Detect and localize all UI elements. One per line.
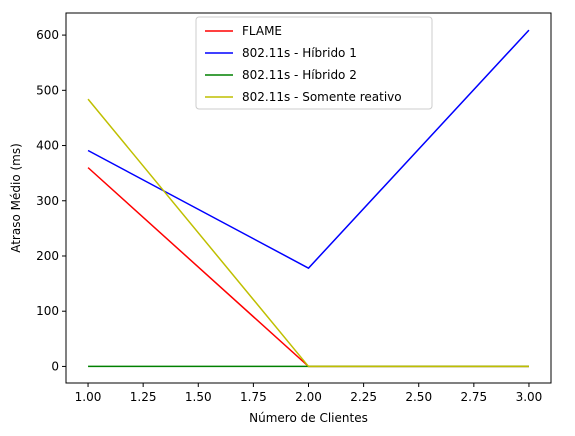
y-tick-label: 200 <box>36 249 59 263</box>
x-tick-label: 1.00 <box>75 390 102 404</box>
legend-entry: FLAME <box>242 24 282 38</box>
x-tick-label: 1.50 <box>185 390 212 404</box>
series-line-2 <box>87 29 530 270</box>
legend: FLAME 802.11s - Híbrido 1 802.11s - Híbrid… <box>195 16 433 110</box>
legend-entry: 802.11s - Híbrido 1 <box>242 46 357 60</box>
x-tick-label: 2.50 <box>405 390 432 404</box>
series-line-4 <box>87 98 529 368</box>
legend-box <box>195 16 433 110</box>
y-axis-ticks: 0 100 200 300 400 500 600 <box>36 28 66 373</box>
x-tick-label: 1.75 <box>240 390 267 404</box>
x-tick-label: 2.25 <box>350 390 377 404</box>
x-tick-label: 1.25 <box>130 390 157 404</box>
x-tick-label: 2.75 <box>460 390 487 404</box>
x-axis-label: Número de Clientes <box>249 411 368 425</box>
legend-entry: 802.11s - Híbrido 2 <box>242 68 357 82</box>
y-tick-label: 100 <box>36 304 59 318</box>
series-layer <box>87 29 530 368</box>
x-axis-ticks: 1.00 1.25 1.50 1.75 2.00 2.25 2.50 2.75 3.00 <box>75 383 543 404</box>
y-tick-label: 500 <box>36 83 59 97</box>
y-tick-label: 400 <box>36 139 59 153</box>
y-tick-label: 0 <box>51 359 59 373</box>
x-tick-label: 3.00 <box>516 390 543 404</box>
legend-entry: 802.11s - Somente reativo <box>242 90 402 104</box>
y-tick-label: 600 <box>36 28 59 42</box>
y-axis-label: Atraso Médio (ms) <box>9 143 23 253</box>
y-tick-label: 300 <box>36 194 59 208</box>
x-tick-label: 2.00 <box>295 390 322 404</box>
